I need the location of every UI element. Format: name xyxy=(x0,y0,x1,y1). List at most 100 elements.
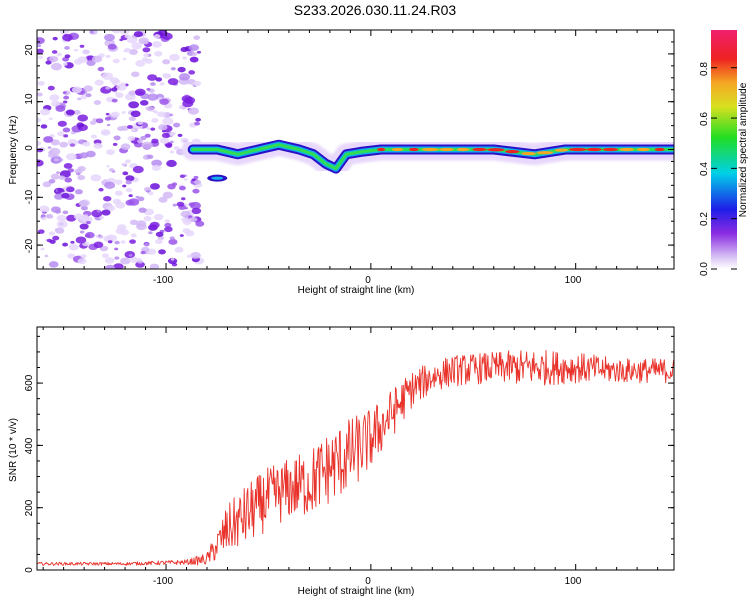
noise-speckle xyxy=(111,87,118,92)
noise-speckle xyxy=(170,67,176,71)
snr-tick-label-x-1: 0 xyxy=(365,576,371,587)
noise-speckle xyxy=(186,254,192,258)
noise-speckle xyxy=(65,109,75,116)
colorbar-tick-label-4: 0.8 xyxy=(699,62,710,76)
noise-speckle xyxy=(146,88,151,91)
noise-speckle xyxy=(147,74,158,81)
noise-speckle xyxy=(37,92,43,97)
noise-speckle xyxy=(164,222,172,228)
noise-speckle xyxy=(196,50,202,54)
snr-tick-label-y-2: 400 xyxy=(24,437,35,454)
noise-speckle xyxy=(44,254,49,258)
signal-peak xyxy=(536,151,554,155)
noise-speckle xyxy=(149,263,160,269)
noise-speckle xyxy=(125,180,132,185)
noise-speckle xyxy=(120,82,126,87)
noise-speckle xyxy=(98,187,104,192)
noise-speckle xyxy=(124,34,131,39)
noise-speckle xyxy=(83,214,89,218)
noise-speckle xyxy=(114,240,120,245)
noise-speckle xyxy=(136,258,142,262)
noise-speckle xyxy=(127,135,136,141)
signal-peak xyxy=(568,147,587,152)
noise-speckle xyxy=(74,168,83,175)
snr-ylabel: SNR (10 * v/v) xyxy=(8,418,19,482)
signal-peak xyxy=(456,147,470,152)
signal-peak xyxy=(586,147,602,152)
noise-speckle xyxy=(188,202,195,207)
noise-speckle xyxy=(117,126,125,132)
noise-speckle xyxy=(136,220,147,227)
signal-branch-core xyxy=(211,176,224,180)
noise-speckle xyxy=(106,205,116,212)
noise-speckle xyxy=(89,120,97,125)
noise-speckle xyxy=(189,56,199,63)
noise-speckle xyxy=(139,100,149,106)
noise-speckle xyxy=(193,175,199,180)
noise-speckle xyxy=(66,186,75,193)
noise-speckle xyxy=(155,231,164,237)
noise-speckle xyxy=(157,111,166,118)
noise-speckle xyxy=(194,121,200,126)
snr-tick-label-x-2: 100 xyxy=(565,576,582,587)
noise-speckle xyxy=(153,110,159,114)
noise-speckle xyxy=(71,86,83,94)
noise-speckle xyxy=(41,217,47,221)
noise-speckle xyxy=(127,125,133,129)
noise-speckle xyxy=(44,208,50,212)
colorbar-tick-label-1: 0.2 xyxy=(699,212,710,226)
noise-speckle xyxy=(114,247,119,251)
noise-speckle xyxy=(107,240,113,244)
noise-speckle xyxy=(54,209,61,214)
noise-speckle xyxy=(167,257,178,265)
noise-speckle xyxy=(137,139,144,144)
noise-speckle xyxy=(106,149,115,155)
noise-speckle xyxy=(106,234,117,242)
noise-speckle xyxy=(96,209,101,213)
noise-speckle xyxy=(113,135,121,141)
noise-speckle xyxy=(48,179,56,184)
snr-ticks xyxy=(37,327,674,571)
noise-speckle xyxy=(146,127,151,130)
noise-speckle xyxy=(123,49,128,53)
noise-speckle xyxy=(99,215,105,220)
noise-speckle xyxy=(37,44,42,48)
noise-speckle xyxy=(47,214,54,219)
noise-speckle xyxy=(151,117,159,123)
noise-speckle xyxy=(73,110,81,115)
noise-speckle xyxy=(168,238,178,245)
colorbar-gradient xyxy=(711,30,737,269)
noise-speckle xyxy=(77,97,82,101)
noise-speckle xyxy=(133,31,143,38)
noise-speckle xyxy=(143,53,149,58)
noise-speckle xyxy=(46,238,53,243)
signal-peak xyxy=(636,147,650,152)
noise-speckle xyxy=(80,254,87,259)
noise-speckle xyxy=(169,113,174,117)
noise-speckle xyxy=(191,207,202,215)
noise-speckle xyxy=(51,100,61,107)
noise-speckle xyxy=(148,231,153,235)
noise-speckle xyxy=(101,253,109,258)
noise-speckle xyxy=(180,197,186,201)
noise-speckle xyxy=(75,189,83,195)
noise-speckle xyxy=(151,164,161,171)
snr-series-line xyxy=(37,349,674,566)
spectrogram-tick-label-y-4: 20 xyxy=(24,44,35,56)
noise-speckle xyxy=(57,188,62,192)
noise-speckle xyxy=(59,30,70,35)
noise-speckle xyxy=(193,80,202,87)
noise-speckle xyxy=(93,142,103,149)
noise-speckle xyxy=(159,98,169,105)
noise-speckle xyxy=(52,36,58,41)
noise-speckle xyxy=(103,195,112,202)
noise-speckle xyxy=(42,181,52,188)
noise-speckle xyxy=(48,261,59,268)
noise-speckle xyxy=(76,122,85,128)
noise-speckle xyxy=(106,164,110,168)
noise-speckle xyxy=(62,210,69,215)
noise-speckle xyxy=(105,54,111,59)
noise-speckle xyxy=(77,175,86,181)
noise-speckle xyxy=(177,133,183,137)
